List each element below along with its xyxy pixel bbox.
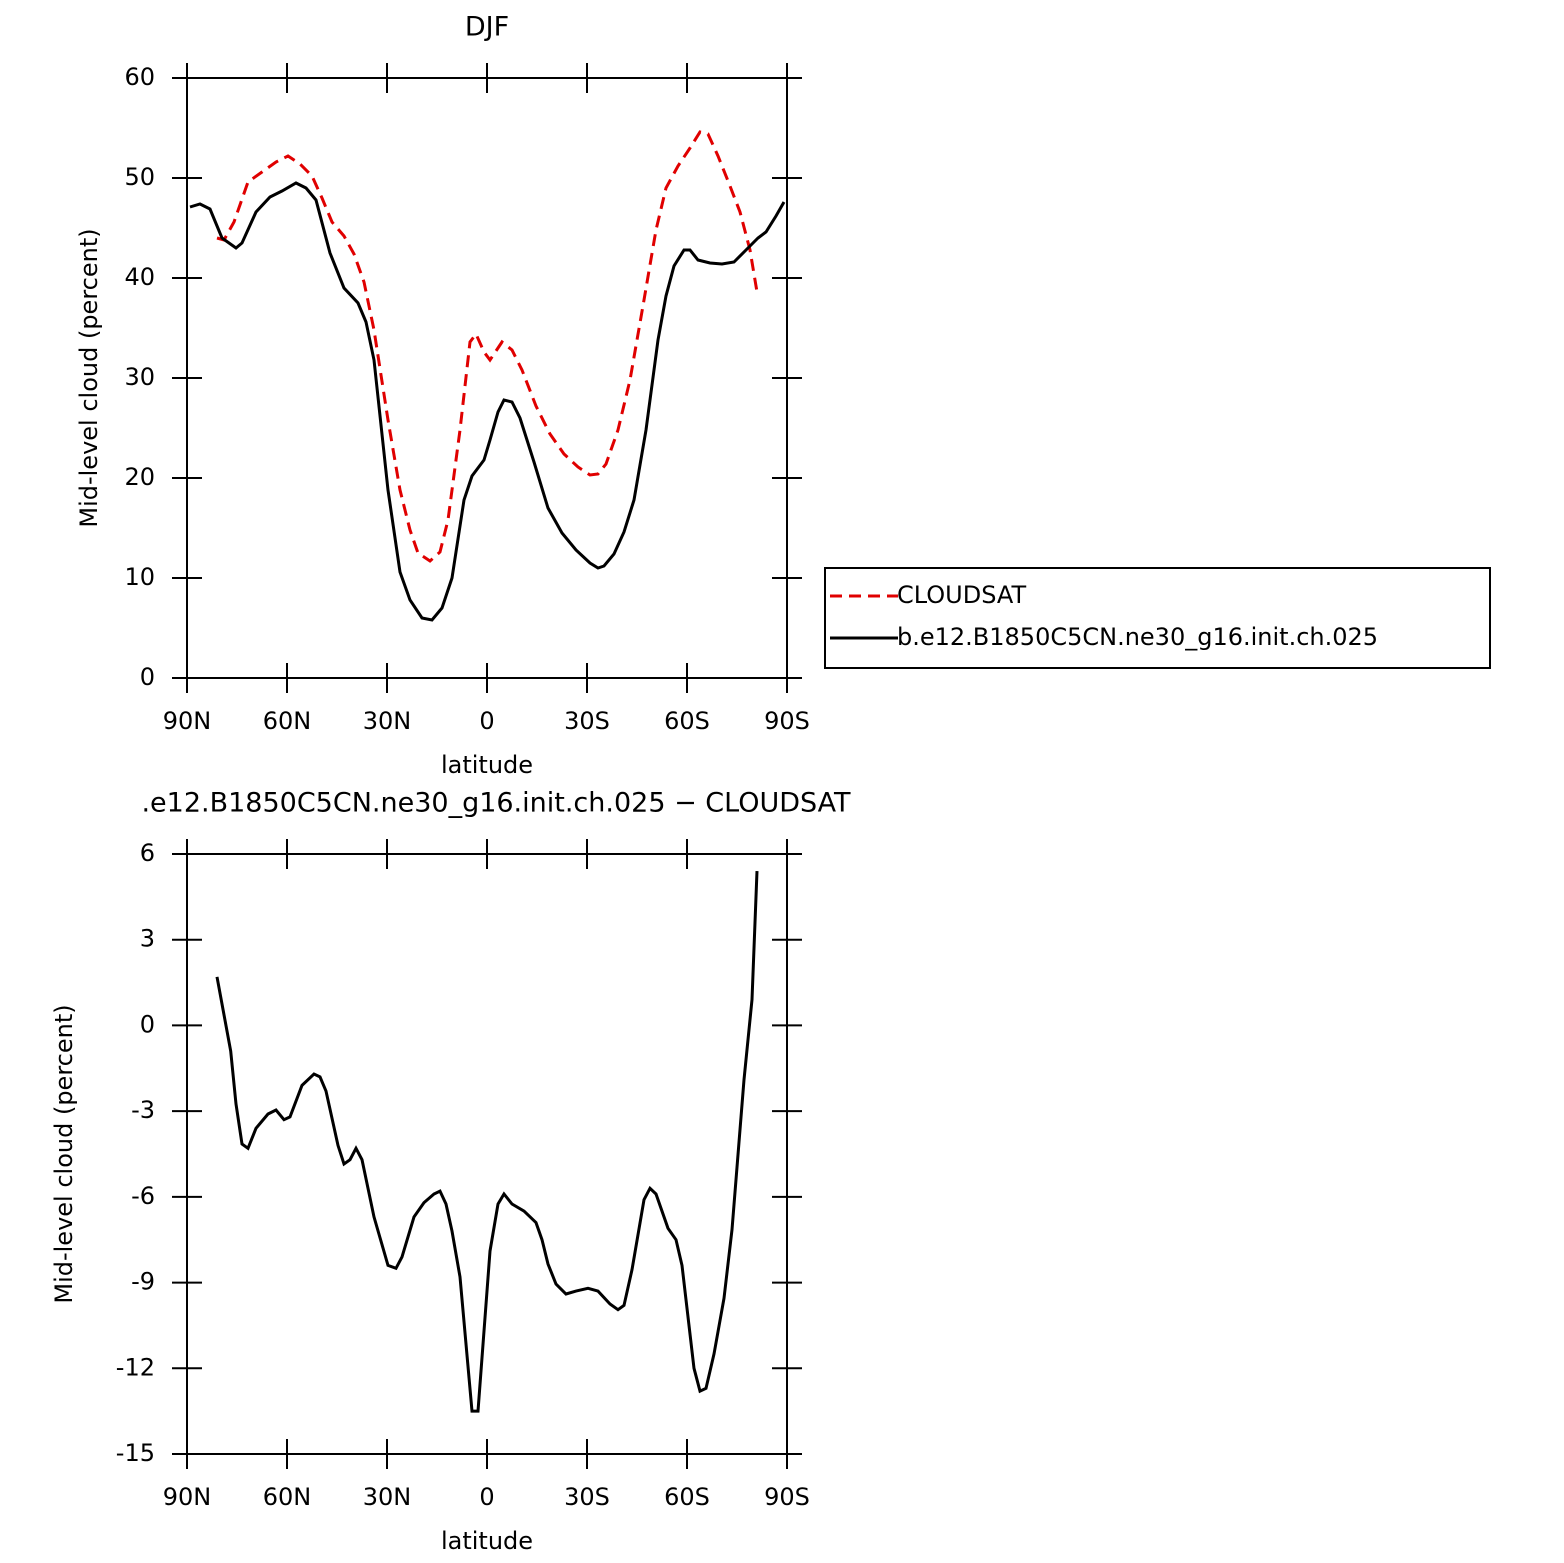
y-tick-label: 0	[140, 1010, 155, 1038]
plot-frame	[186, 77, 788, 679]
x-tick-label: 60N	[263, 707, 312, 735]
x-tick-label: 0	[479, 707, 494, 735]
x-tick-label: 30N	[363, 707, 412, 735]
x-tick-label: 90S	[764, 707, 810, 735]
chart-title: .e12.B1850C5CN.ne30_g16.init.ch.025 − CL…	[141, 788, 851, 819]
y-tick-label: 50	[124, 163, 155, 191]
x-tick-label: 30N	[363, 1483, 412, 1511]
legend-box	[824, 567, 1491, 669]
y-tick-label: 20	[124, 463, 155, 491]
series-line	[215, 871, 759, 1413]
x-tick-label: 90N	[163, 707, 212, 735]
y-tick-label: -9	[131, 1268, 155, 1296]
x-tick-label: 60S	[664, 707, 710, 735]
y-axis-label: Mid-level cloud (percent)	[50, 1004, 78, 1303]
x-tick-label: 0	[479, 1483, 494, 1511]
x-tick-label: 60S	[664, 1483, 710, 1511]
y-tick-label: 40	[124, 263, 155, 291]
y-tick-label: -6	[131, 1182, 155, 1210]
y-tick-label: -3	[131, 1096, 155, 1124]
y-tick-label: 60	[124, 63, 155, 91]
series-line	[216, 130, 759, 563]
y-tick-label: 10	[124, 563, 155, 591]
legend-label: b.e12.B1850C5CN.ne30_g16.init.ch.025	[897, 623, 1378, 651]
y-tick-label: 30	[124, 363, 155, 391]
y-tick-label: 3	[140, 925, 155, 953]
x-tick-label: 90S	[764, 1483, 810, 1511]
x-tick-label: 60N	[263, 1483, 312, 1511]
plot-frame	[186, 853, 788, 1455]
x-tick-label: 30S	[564, 707, 610, 735]
x-axis-label: latitude	[441, 1527, 533, 1555]
y-tick-label: -12	[116, 1353, 155, 1381]
y-tick-label: 0	[140, 663, 155, 691]
x-axis-label: latitude	[441, 751, 533, 779]
y-tick-label: 6	[140, 839, 155, 867]
y-axis-label: Mid-level cloud (percent)	[75, 228, 103, 527]
x-tick-label: 90N	[163, 1483, 212, 1511]
legend-label: CLOUDSAT	[897, 581, 1026, 609]
chart-title: DJF	[465, 12, 509, 43]
series-line	[189, 181, 786, 622]
x-tick-label: 30S	[564, 1483, 610, 1511]
y-tick-label: -15	[116, 1439, 155, 1467]
